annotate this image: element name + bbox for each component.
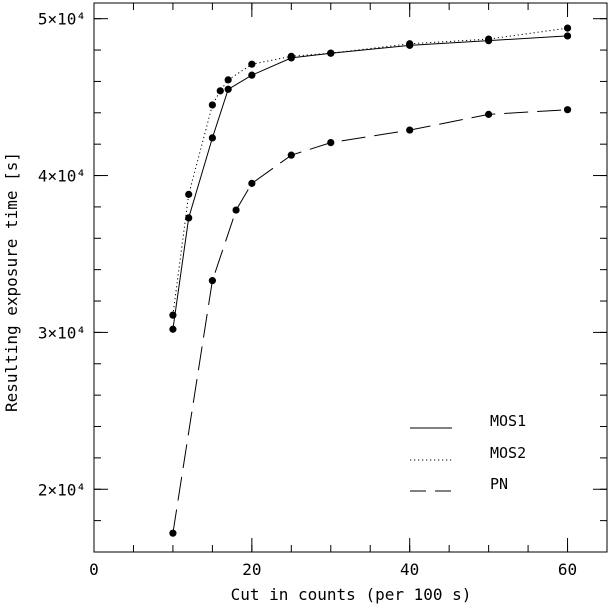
mos1-point xyxy=(224,85,232,93)
series-pn xyxy=(169,106,572,537)
y-tick-label: 5×10⁴ xyxy=(38,10,86,29)
pn-point xyxy=(287,151,295,159)
mos2-point xyxy=(287,52,295,60)
mos2-point xyxy=(169,311,177,319)
pn-point xyxy=(248,179,256,187)
mos1-point xyxy=(563,32,572,40)
y-axis-title: Resulting exposure time [s] xyxy=(2,152,21,412)
series-mos2 xyxy=(169,24,572,319)
pn-point xyxy=(563,106,572,114)
mos2-point xyxy=(485,35,493,43)
pn-point xyxy=(327,139,335,147)
y-tick-label: 3×10⁴ xyxy=(38,323,86,342)
pn-line xyxy=(172,109,568,534)
mos2-line xyxy=(172,27,568,316)
mos1-point xyxy=(169,325,177,333)
mos2-point xyxy=(224,76,232,84)
mos2-point xyxy=(185,190,193,198)
mos1-point xyxy=(185,214,193,222)
pn-point xyxy=(208,277,216,285)
legend-mos2-label: MOS2 xyxy=(490,444,526,462)
mos1-point xyxy=(208,134,216,142)
mos2-point xyxy=(208,101,216,109)
legend-mos1-label: MOS1 xyxy=(490,412,526,430)
mos1-point xyxy=(248,71,256,79)
x-tick-label: 20 xyxy=(242,560,261,579)
pn-point xyxy=(406,126,414,134)
plot-frame xyxy=(93,2,608,553)
axes: 0 20 40 60 2×10⁴ 3×10⁴ 4×10⁴ 5×10⁴ xyxy=(38,2,608,579)
mos2-point xyxy=(406,40,414,48)
pn-point xyxy=(232,206,240,214)
legend-pn-label: PN xyxy=(490,475,508,493)
x-tick-label: 0 xyxy=(89,560,99,579)
legend: MOS1 MOS2 PN xyxy=(410,412,526,493)
y-tick-label: 2×10⁴ xyxy=(38,480,86,499)
x-tick-label: 60 xyxy=(558,560,577,579)
x-tick-label: 40 xyxy=(400,560,419,579)
pn-point xyxy=(169,529,177,537)
pn-point xyxy=(485,110,493,118)
mos2-point xyxy=(216,87,224,95)
series-layer xyxy=(169,24,572,537)
mos1-line xyxy=(172,35,568,330)
x-axis-title: Cut in counts (per 100 s) xyxy=(231,585,472,604)
mos2-point xyxy=(248,60,256,68)
mos2-point xyxy=(563,24,572,32)
y-tick-label: 4×10⁴ xyxy=(38,167,86,186)
mos2-point xyxy=(327,49,335,57)
